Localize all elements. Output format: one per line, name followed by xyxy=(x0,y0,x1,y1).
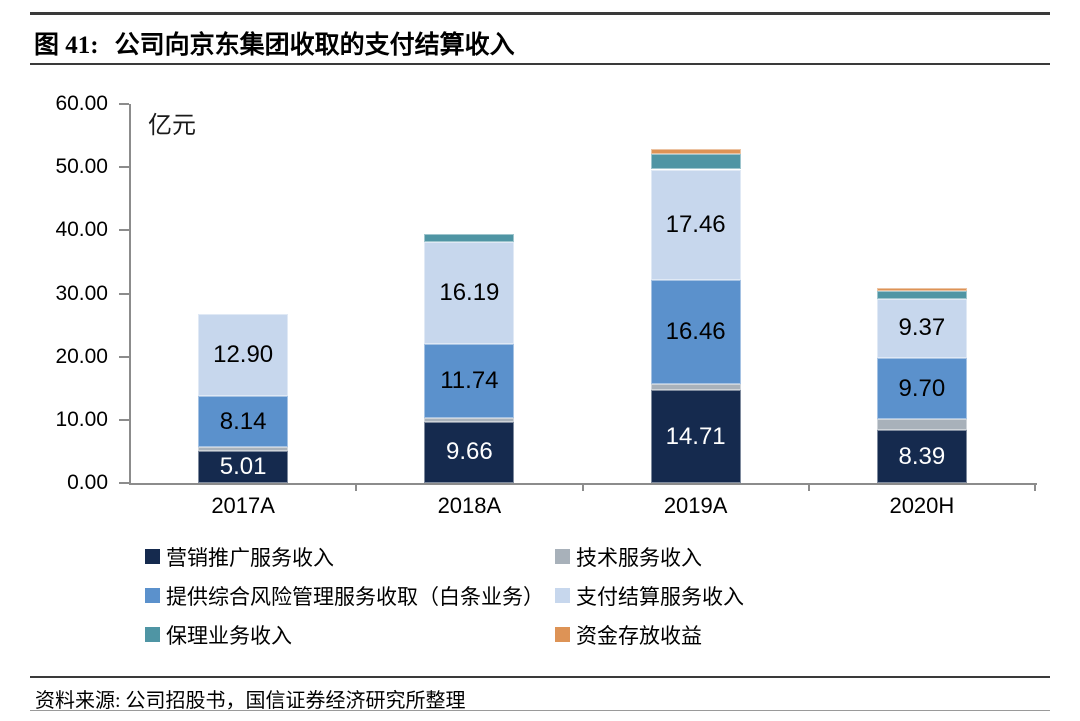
legend-item: 资金存放收益 xyxy=(555,620,744,650)
source-note: 资料来源: 公司招股书，国信证券经济研究所整理 xyxy=(35,690,466,712)
x-category-label: 2019A xyxy=(663,493,728,518)
segment-value-label: 12.90 xyxy=(213,341,274,369)
legend-label: 支付结算服务收入 xyxy=(576,584,744,609)
legend-label: 技术服务收入 xyxy=(576,545,702,570)
y-tick-label: 20.00 xyxy=(55,344,108,368)
figure-title-text: 公司向京东集团收取的支付结算收入 xyxy=(114,32,515,59)
figure-title: 图 41: 公司向京东集团收取的支付结算收入 xyxy=(34,25,515,61)
y-axis-tick xyxy=(119,103,129,105)
y-tick-label: 0.00 xyxy=(67,471,108,494)
bar-segment-支付结算服务收入 xyxy=(198,314,289,396)
x-category-label: 2017A xyxy=(211,493,275,518)
bottom-border-line xyxy=(30,710,1050,711)
bar-segment-保理业务收入 xyxy=(424,233,515,242)
bar-segment-保理业务收入 xyxy=(876,291,967,299)
segment-value-label: 16.19 xyxy=(439,278,500,306)
bar-segment-资金存放收益 xyxy=(650,149,741,154)
bar-segment-提供综合风险管理服务收取（白条业务） xyxy=(424,344,515,419)
bar-segment-支付结算服务收入 xyxy=(424,241,515,345)
y-axis-tick xyxy=(119,482,129,484)
x-axis-tick xyxy=(355,483,358,491)
bar-segment-技术服务收入 xyxy=(650,383,741,391)
x-axis-tick xyxy=(1034,483,1036,491)
bar-segment-支付结算服务收入 xyxy=(650,169,741,280)
x-category-label: 2018A xyxy=(437,493,502,518)
segment-value-label: 8.14 xyxy=(219,407,267,435)
segment-value-label: 16.46 xyxy=(665,317,726,345)
legend-label: 提供综合风险管理服务收取（白条业务） xyxy=(166,584,544,609)
footer-divider-line xyxy=(30,676,1050,678)
y-axis-unit-label: 亿元 xyxy=(148,113,196,139)
y-tick-label: 60.00 xyxy=(55,92,108,115)
segment-value-label: 17.46 xyxy=(665,210,726,238)
x-category-label: 2020H xyxy=(889,493,955,518)
legend-label: 营销推广服务收入 xyxy=(166,545,334,570)
y-axis-tick xyxy=(119,355,129,358)
legend-swatch xyxy=(555,588,570,603)
legend-item: 支付结算服务收入 xyxy=(555,581,744,611)
y-axis-tick xyxy=(119,292,129,295)
y-tick-label: 50.00 xyxy=(55,155,108,179)
bar-segment-保理业务收入 xyxy=(650,153,741,170)
bar-segment-营销推广服务收入 xyxy=(198,451,289,483)
x-axis-tick xyxy=(581,483,584,491)
legend-swatch xyxy=(145,588,160,603)
segment-value-label: 8.39 xyxy=(898,442,946,470)
bar-segment-提供综合风险管理服务收取（白条业务） xyxy=(650,279,741,384)
segment-value-label: 11.74 xyxy=(440,367,499,395)
bar-segment-技术服务收入 xyxy=(198,447,289,452)
bar-segment-提供综合风险管理服务收取（白条业务） xyxy=(198,395,289,448)
bar-segment-技术服务收入 xyxy=(876,419,967,430)
legend-swatch xyxy=(145,627,160,642)
y-axis-tick xyxy=(119,229,129,232)
legend-label: 保理业务收入 xyxy=(166,623,292,648)
legend-label: 资金存放收益 xyxy=(576,623,702,648)
bar-segment-支付结算服务收入 xyxy=(876,298,967,358)
bar-segment-技术服务收入 xyxy=(424,418,515,422)
legend-item: 技术服务收入 xyxy=(555,542,744,572)
chart-legend: 营销推广服务收入 技术服务收入提供综合风险管理服务收取（白条业务） 支付结算服务收入… xyxy=(145,537,744,654)
figure-number: 图 41: xyxy=(34,32,99,59)
legend-swatch xyxy=(145,549,160,564)
segment-value-label: 14.71 xyxy=(665,422,726,450)
bar-segment-营销推广服务收入 xyxy=(650,390,741,483)
top-border-line xyxy=(30,12,1050,15)
legend-swatch xyxy=(555,549,570,564)
legend-item: 保理业务收入 xyxy=(145,620,555,650)
x-axis-tick xyxy=(807,483,810,491)
bar-segment-营销推广服务收入 xyxy=(424,421,515,483)
legend-item: 提供综合风险管理服务收取（白条业务） xyxy=(145,581,555,611)
legend-item: 营销推广服务收入 xyxy=(145,542,555,572)
y-tick-label: 40.00 xyxy=(55,218,108,242)
bar-segment-提供综合风险管理服务收取（白条业务） xyxy=(876,357,967,420)
y-axis-line xyxy=(129,104,131,485)
y-axis-tick xyxy=(119,166,129,169)
legend-swatch xyxy=(555,627,570,642)
y-tick-label: 10.00 xyxy=(55,407,108,431)
segment-value-label: 9.37 xyxy=(898,314,946,342)
bar-segment-营销推广服务收入 xyxy=(876,430,967,483)
bar-segment-资金存放收益 xyxy=(876,288,967,292)
y-tick-label: 30.00 xyxy=(55,281,108,305)
segment-value-label: 9.70 xyxy=(898,374,946,402)
segment-value-label: 5.01 xyxy=(219,453,267,481)
y-axis-tick xyxy=(119,418,129,421)
title-underline xyxy=(30,63,1050,65)
segment-value-label: 9.66 xyxy=(446,438,493,466)
